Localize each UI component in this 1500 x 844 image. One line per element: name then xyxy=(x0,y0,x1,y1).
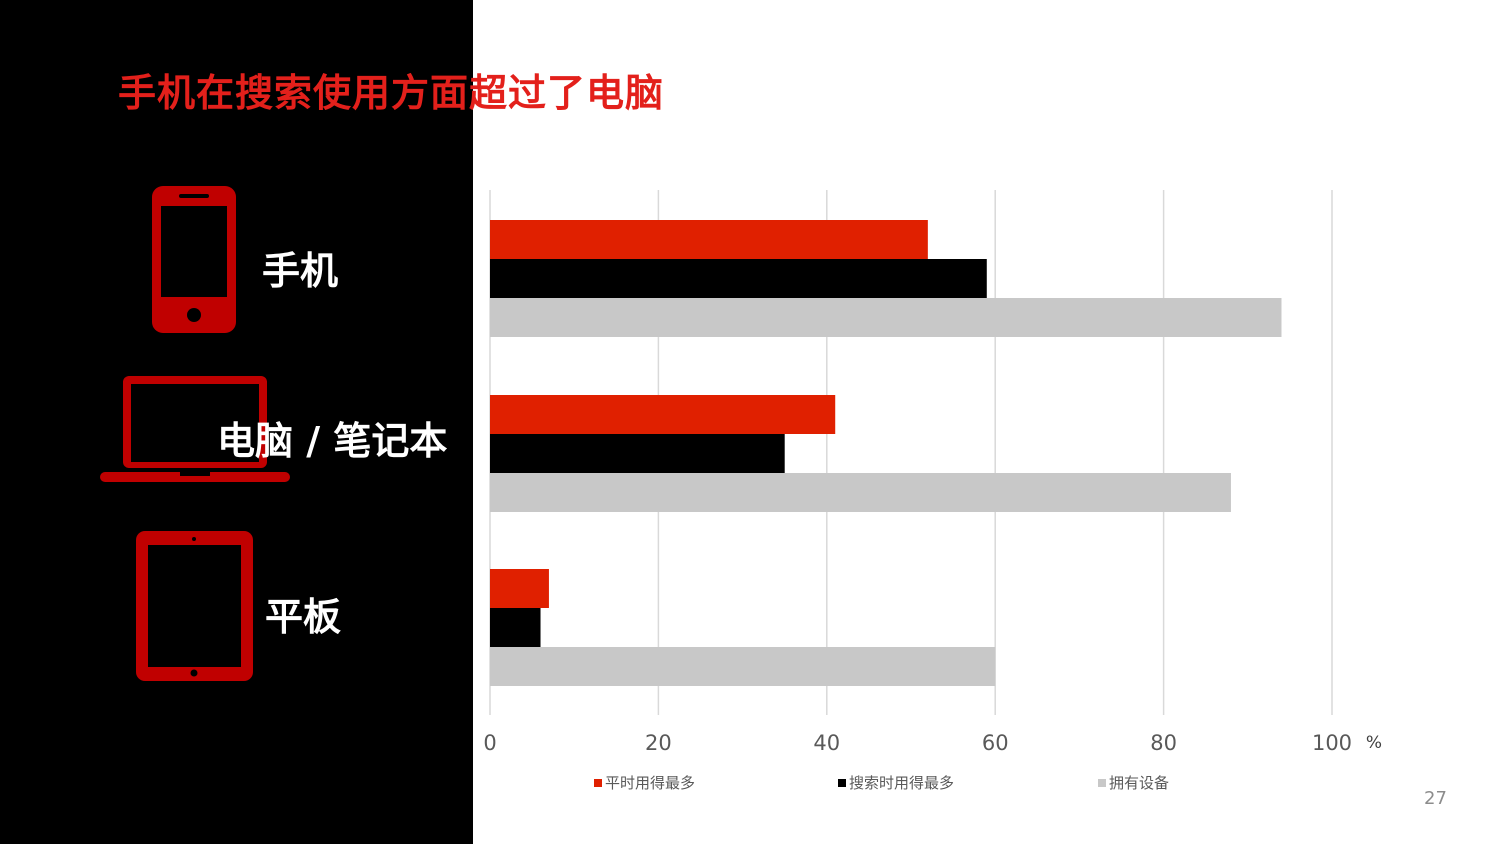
legend-swatch xyxy=(594,779,602,787)
legend-entry: 搜索时用得最多 xyxy=(849,774,954,792)
legend-entry: 拥有设备 xyxy=(1109,774,1169,792)
x-tick-label: 40 xyxy=(813,731,840,755)
tablet-icon xyxy=(136,531,253,681)
bar-1-1 xyxy=(490,434,785,473)
bar-2-1 xyxy=(490,608,541,647)
x-tick-label: 0 xyxy=(483,731,496,755)
x-tick-label: 20 xyxy=(645,731,672,755)
smartphone-icon xyxy=(152,186,236,333)
device-label-laptop: 电脑 / 笔记本 xyxy=(217,419,448,463)
x-tick-label: 60 xyxy=(982,731,1009,755)
bar-2-0 xyxy=(490,569,549,608)
laptop-icon xyxy=(100,376,290,482)
bar-0-0 xyxy=(490,220,928,259)
legend-swatch xyxy=(1098,779,1106,787)
page-number: 27 xyxy=(1424,788,1447,809)
x-tick-label: 80 xyxy=(1150,731,1177,755)
device-label-tablet: 平板 xyxy=(265,595,342,639)
bar-2-2 xyxy=(490,647,996,686)
x-unit-label: % xyxy=(1366,733,1382,753)
x-tick-label: 100 xyxy=(1312,731,1352,755)
bar-1-2 xyxy=(490,473,1231,512)
device-label-phone: 手机 xyxy=(262,249,339,293)
legend-entry: 平时用得最多 xyxy=(605,774,695,792)
bar-0-2 xyxy=(490,298,1282,337)
bar-0-1 xyxy=(490,259,987,298)
page-title: 手机在搜索使用方面超过了电脑 xyxy=(118,71,665,115)
bar-1-0 xyxy=(490,395,836,434)
legend-swatch xyxy=(838,779,846,787)
